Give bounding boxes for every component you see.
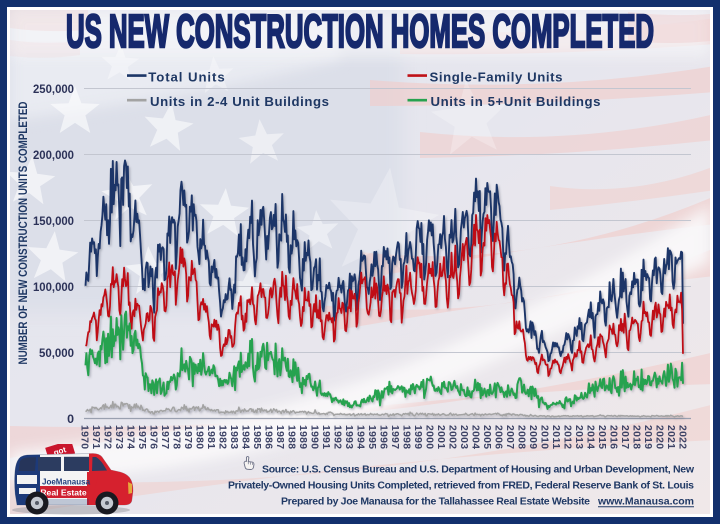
- svg-text:2022: 2022: [677, 425, 688, 449]
- svg-text:2000: 2000: [424, 425, 435, 449]
- svg-text:2015: 2015: [596, 425, 607, 449]
- svg-text:NUMBER OF NEW CONSTRUCTION UNI: NUMBER OF NEW CONSTRUCTION UNITS COMPLET…: [18, 102, 30, 365]
- svg-text:1976: 1976: [148, 425, 159, 449]
- svg-text:1974: 1974: [125, 425, 136, 449]
- svg-text:1977: 1977: [159, 425, 170, 449]
- svg-text:1993: 1993: [343, 425, 354, 449]
- svg-text:250,000: 250,000: [33, 82, 74, 96]
- svg-text:200,000: 200,000: [33, 148, 74, 162]
- svg-text:1995: 1995: [366, 425, 377, 449]
- svg-text:1988: 1988: [286, 425, 297, 449]
- svg-text:Source: U.S. Census Bureau and: Source: U.S. Census Bureau and U.S. Depa…: [262, 464, 695, 476]
- svg-text:150,000: 150,000: [33, 214, 74, 228]
- svg-text:US NEW CONSTRUCTION HOMES COMP: US NEW CONSTRUCTION HOMES COMPLETED: [66, 5, 654, 57]
- svg-text:2011: 2011: [550, 425, 561, 449]
- svg-text:2014: 2014: [585, 425, 596, 449]
- svg-text:Units in 2-4 Unit Buildings: Units in 2-4 Unit Buildings: [150, 94, 329, 109]
- svg-text:2010: 2010: [539, 425, 550, 449]
- svg-text:50,000: 50,000: [39, 346, 74, 360]
- svg-text:1979: 1979: [182, 425, 193, 449]
- svg-text:2003: 2003: [458, 425, 469, 449]
- svg-text:1987: 1987: [274, 425, 285, 449]
- svg-text:2012: 2012: [562, 425, 573, 449]
- svg-text:2002: 2002: [447, 425, 458, 449]
- svg-text:2006: 2006: [493, 425, 504, 449]
- svg-text:2008: 2008: [516, 425, 527, 449]
- svg-text:2019: 2019: [642, 425, 653, 449]
- svg-text:1975: 1975: [136, 425, 147, 449]
- svg-text:JoeManausa: JoeManausa: [42, 478, 91, 487]
- svg-text:Real Estate: Real Estate: [40, 488, 87, 498]
- svg-text:1971: 1971: [90, 425, 101, 449]
- svg-text:Total Units: Total Units: [148, 70, 225, 85]
- svg-text:1981: 1981: [205, 425, 216, 449]
- svg-text:1991: 1991: [320, 425, 331, 449]
- svg-text:1970: 1970: [79, 425, 90, 449]
- svg-text:1999: 1999: [412, 425, 423, 449]
- svg-text:1978: 1978: [171, 425, 182, 449]
- svg-text:1973: 1973: [113, 425, 124, 449]
- svg-text:1984: 1984: [240, 425, 251, 449]
- svg-text:1997: 1997: [389, 425, 400, 449]
- svg-text:2016: 2016: [608, 425, 619, 449]
- svg-text:1982: 1982: [217, 425, 228, 449]
- svg-text:1996: 1996: [378, 425, 389, 449]
- svg-text:1992: 1992: [332, 425, 343, 449]
- svg-text:1983: 1983: [228, 425, 239, 449]
- svg-text:1980: 1980: [194, 425, 205, 449]
- svg-text:100,000: 100,000: [33, 280, 74, 294]
- svg-text:2005: 2005: [481, 425, 492, 449]
- svg-text:2004: 2004: [470, 425, 481, 449]
- svg-text:1994: 1994: [355, 425, 366, 449]
- svg-text:Single-Family Units: Single-Family Units: [430, 70, 563, 85]
- svg-text:1990: 1990: [309, 425, 320, 449]
- svg-text:1998: 1998: [401, 425, 412, 449]
- svg-text:2007: 2007: [504, 425, 515, 449]
- svg-text:2018: 2018: [631, 425, 642, 449]
- svg-text:2021: 2021: [665, 425, 676, 449]
- svg-text:2020: 2020: [654, 425, 665, 449]
- svg-text:2013: 2013: [573, 425, 584, 449]
- svg-text:1989: 1989: [297, 425, 308, 449]
- svg-text:1972: 1972: [102, 425, 113, 449]
- svg-text:2017: 2017: [619, 425, 630, 449]
- svg-text:1986: 1986: [263, 425, 274, 449]
- svg-text:Prepared by Joe Manausa for th: Prepared by Joe Manausa for the Tallahas…: [281, 496, 590, 508]
- svg-text:www.Manausa.com: www.Manausa.com: [597, 496, 694, 508]
- svg-text:2009: 2009: [527, 425, 538, 449]
- svg-text:Privately-Owned Housing Units: Privately-Owned Housing Units Completed,…: [228, 480, 694, 492]
- svg-text:Units in 5+Unit Buildings: Units in 5+Unit Buildings: [431, 94, 601, 109]
- svg-text:0: 0: [67, 412, 74, 426]
- svg-text:2001: 2001: [435, 425, 446, 449]
- svg-text:1985: 1985: [251, 425, 262, 449]
